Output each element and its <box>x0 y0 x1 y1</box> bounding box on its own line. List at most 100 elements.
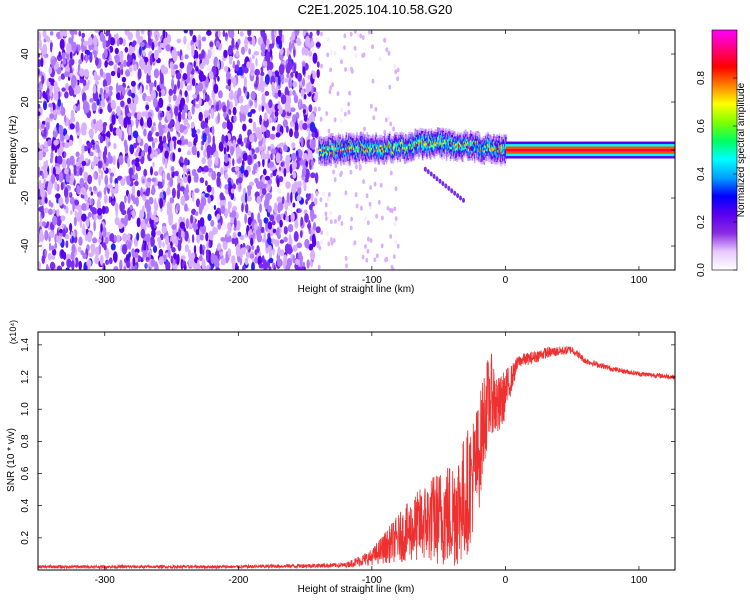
heatmap-cell <box>207 167 213 173</box>
heatmap-cell <box>61 158 67 169</box>
heatmap-cell <box>298 266 305 270</box>
heatmap-cell <box>87 212 92 218</box>
heatmap-cell <box>327 196 330 202</box>
heatmap-cell <box>79 68 85 77</box>
heatmap-cell <box>475 131 478 134</box>
heatmap-cell <box>313 197 318 205</box>
heatmap-cell <box>266 194 270 206</box>
heatmap-cell <box>196 128 201 134</box>
heatmap-cell <box>182 73 188 80</box>
heatmap-cell <box>166 114 172 121</box>
heatmap-cell <box>378 162 381 165</box>
heatmap-cell <box>151 41 155 51</box>
heatmap-cell <box>148 196 154 205</box>
heatmap-cell <box>237 138 242 145</box>
heatmap-cell <box>38 81 43 91</box>
heatmap-cell <box>151 126 154 135</box>
heatmap-cell <box>92 237 98 244</box>
heatmap-cell <box>192 35 197 43</box>
heatmap-cell <box>159 197 164 209</box>
heatmap-cell <box>409 131 412 135</box>
heatmap-cell <box>216 243 222 251</box>
heatmap-cell <box>90 132 94 140</box>
heatmap-cell <box>328 160 331 164</box>
heatmap-cell <box>162 142 168 149</box>
heatmap-cell <box>146 203 151 214</box>
heatmap-cell <box>333 177 337 183</box>
heatmap-cell <box>478 132 481 135</box>
heatmap-cell <box>327 128 331 134</box>
heatmap-cell <box>128 213 132 221</box>
heatmap-cell <box>113 142 117 150</box>
heatmap-cell <box>216 176 221 188</box>
heatmap-cell <box>298 120 303 130</box>
heatmap-cell <box>98 175 101 186</box>
heatmap-cell <box>168 88 174 96</box>
heatmap-cell <box>224 171 228 180</box>
heatmap-cell <box>111 103 117 109</box>
heatmap-cell <box>445 158 448 162</box>
heatmap-cell <box>83 145 89 152</box>
heatmap-cell <box>75 121 80 133</box>
heatmap-cell <box>71 243 76 254</box>
heatmap-cell <box>388 84 392 90</box>
heatmap-cell <box>358 165 362 171</box>
heatmap-cell <box>231 237 236 245</box>
heatmap-cell <box>441 181 445 187</box>
heatmap-cell <box>279 249 285 257</box>
heatmap-cell <box>124 46 129 53</box>
heatmap-cell <box>366 248 370 254</box>
heatmap-cell <box>261 255 265 264</box>
heatmap-cell <box>95 80 99 86</box>
heatmap-cell <box>48 242 52 252</box>
heatmap-cell <box>115 206 118 218</box>
heatmap-cell <box>63 187 69 198</box>
heatmap-cell <box>134 180 139 186</box>
heatmap-cell <box>158 256 164 266</box>
heatmap-cell <box>103 152 107 164</box>
heatmap-cell <box>218 90 223 99</box>
heatmap-cell <box>250 71 255 77</box>
heatmap-cell <box>316 30 320 36</box>
heatmap-cell <box>56 208 60 217</box>
heatmap-cell <box>46 221 49 227</box>
heatmap-cell <box>241 194 247 204</box>
heatmap-cell <box>137 135 142 144</box>
heatmap-cell <box>374 161 377 164</box>
heatmap-cell <box>140 187 144 197</box>
heatmap-cell <box>344 256 348 261</box>
heatmap-cell <box>276 188 282 194</box>
heatmap-cell <box>152 161 155 168</box>
heatmap-cell <box>58 75 62 82</box>
heatmap-cell <box>202 132 207 143</box>
heatmap-cell <box>312 214 317 219</box>
heatmap-cell <box>234 165 240 172</box>
heatmap-cell <box>452 130 454 133</box>
heatmap-cell <box>266 236 272 245</box>
heatmap-cell <box>50 150 54 160</box>
heatmap-cell <box>49 113 55 120</box>
heatmap-cell <box>160 64 166 74</box>
heatmap-cell <box>250 90 256 101</box>
heatmap-cell <box>147 145 152 155</box>
heatmap-cell <box>337 216 341 222</box>
heatmap-cell <box>260 30 265 38</box>
heatmap-cell <box>131 186 135 195</box>
heatmap-cell <box>191 208 197 215</box>
heatmap-cell <box>43 100 47 111</box>
heatmap-cell <box>308 243 314 251</box>
heatmap-cell <box>82 223 85 234</box>
heatmap-cell <box>268 161 275 168</box>
heatmap-cell <box>57 155 63 165</box>
heatmap-cell <box>131 248 135 258</box>
heatmap-cell <box>188 249 191 259</box>
heatmap-cell <box>229 101 233 110</box>
heatmap-cell <box>461 159 464 163</box>
heatmap-cell <box>112 155 116 166</box>
heatmap-cell <box>223 146 227 156</box>
heatmap-cell <box>442 128 445 131</box>
heatmap-cell <box>307 75 311 80</box>
heatmap-cell <box>217 75 220 82</box>
heatmap-cell <box>40 56 44 68</box>
heatmap-cell <box>453 190 457 196</box>
